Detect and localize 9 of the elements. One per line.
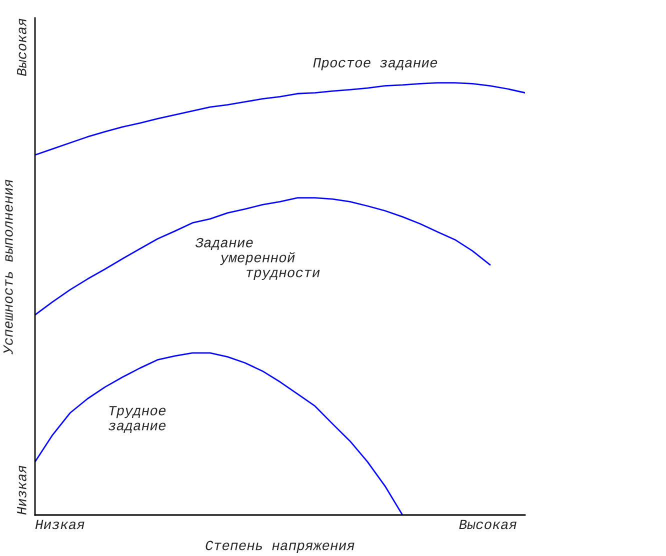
y-axis-title: Успешность выполнения	[4, 180, 13, 354]
x-axis-title: Степень напряжения	[206, 540, 354, 553]
text: Низкая	[35, 520, 84, 530]
text: Простое задание	[313, 58, 438, 70]
text: Высокая	[459, 520, 516, 530]
annotation: Трудное задание	[108, 406, 166, 433]
text: Высокая	[17, 18, 26, 76]
annotation: Задание умеренной трудности	[195, 238, 320, 280]
text: Низкая	[17, 466, 26, 515]
